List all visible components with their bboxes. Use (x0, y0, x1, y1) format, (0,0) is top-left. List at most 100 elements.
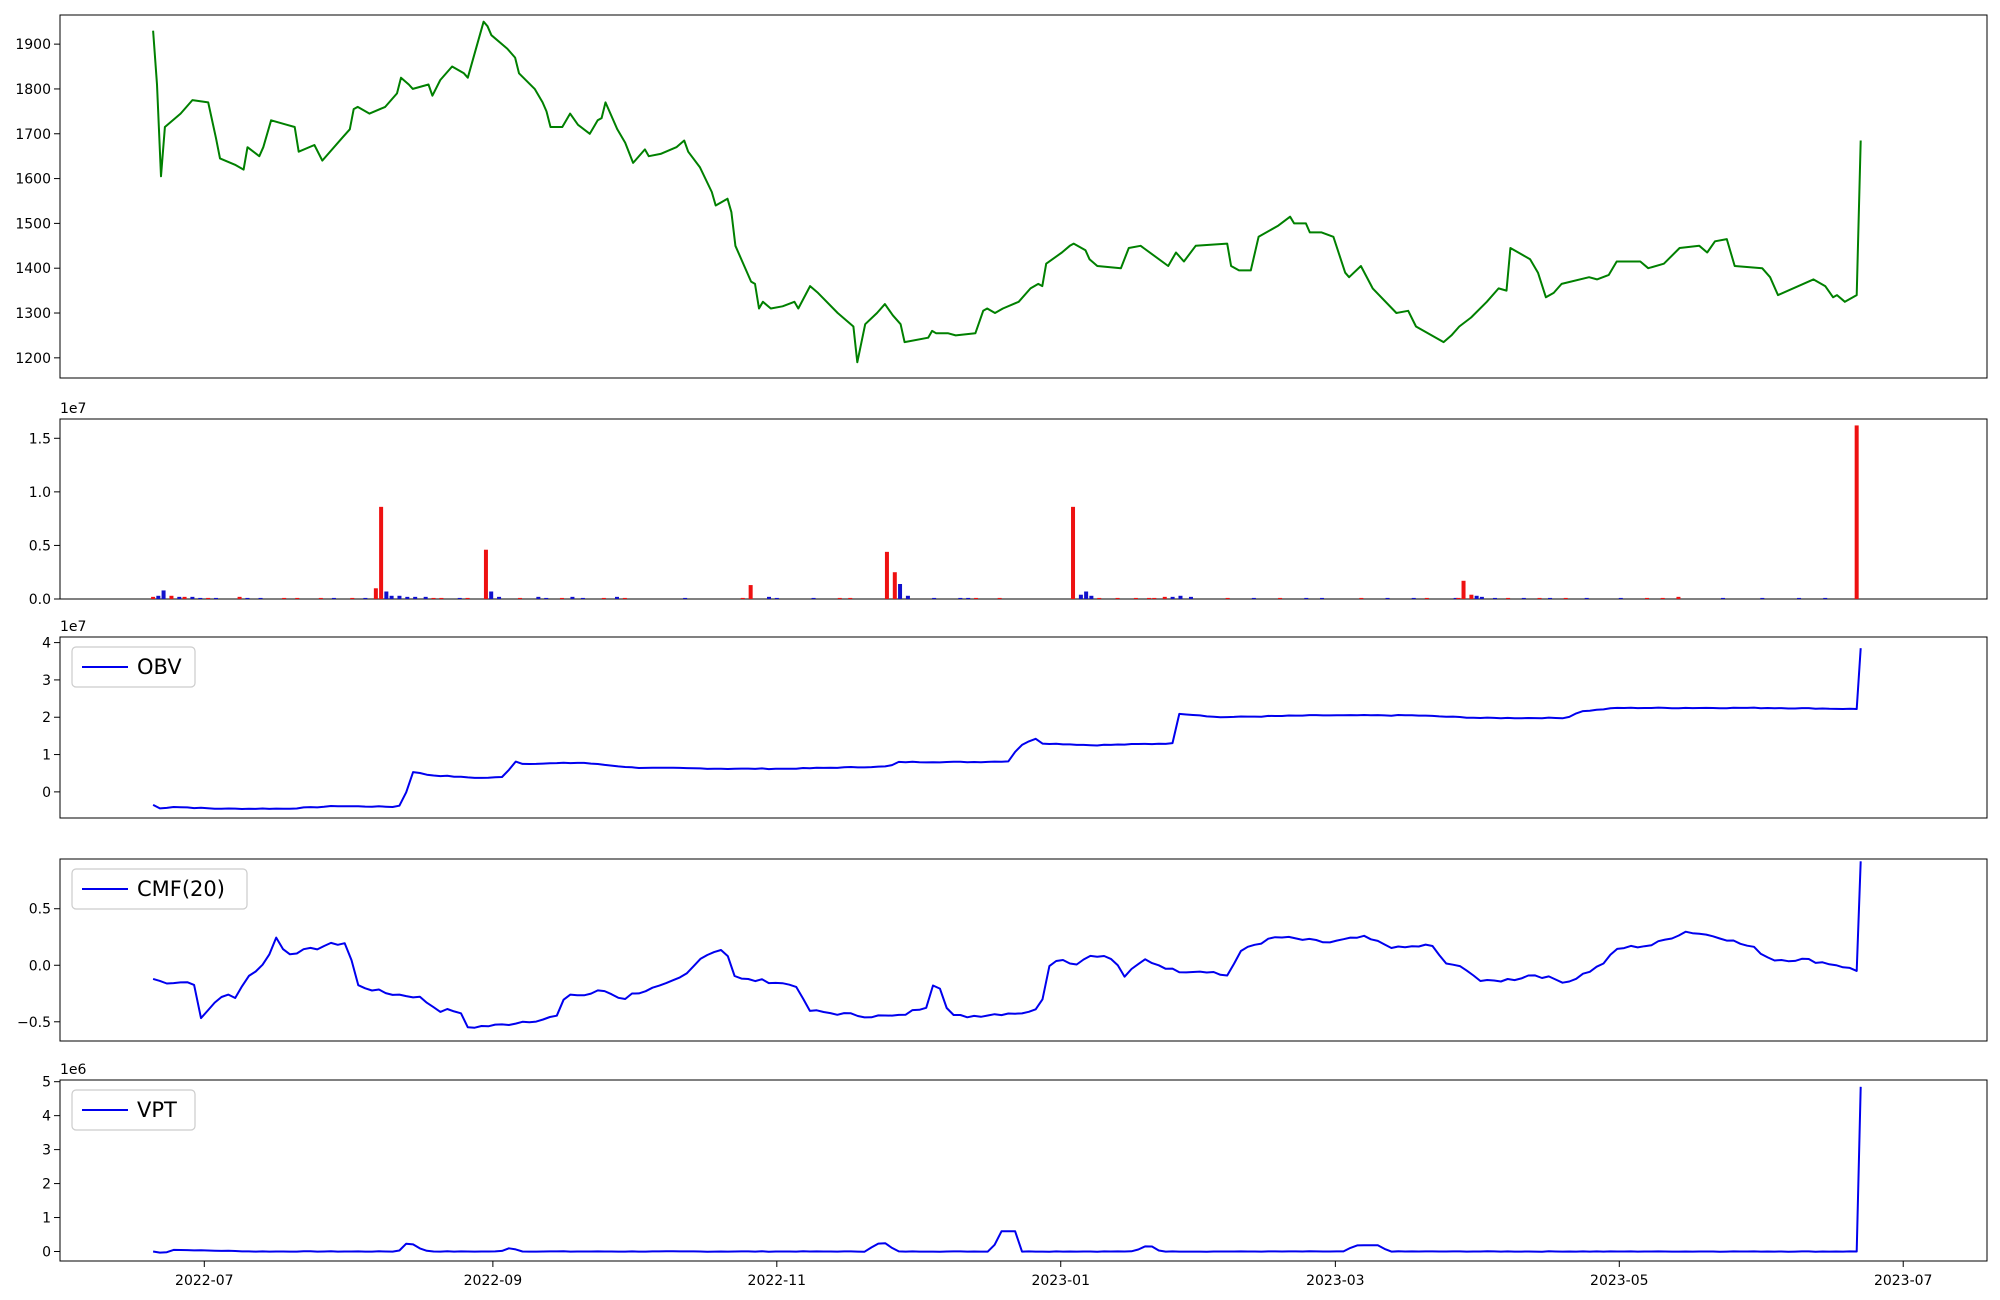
vpt-ytick-label: 5 (42, 1075, 51, 1091)
price-ytick-label: 1700 (15, 127, 51, 143)
vpt-ytick-label: 4 (42, 1109, 51, 1125)
volume-bar (1304, 597, 1309, 599)
volume-bar (1278, 597, 1283, 599)
price-ytick-label: 1500 (15, 216, 51, 232)
volume-bar (206, 597, 211, 599)
volume-bar (1760, 597, 1765, 599)
volume-bar (161, 590, 166, 599)
vpt-legend-box (71, 1089, 196, 1131)
volume-bar (1411, 597, 1416, 599)
volume-bar (622, 597, 627, 599)
x-tick-label: 2022-09 (464, 1273, 523, 1289)
volume-bar (156, 595, 161, 599)
price-frame (59, 14, 1988, 379)
volume-bar (570, 596, 575, 599)
obv-legend-label: OBV (137, 655, 182, 679)
x-tick-label: 2022-07 (175, 1273, 234, 1289)
obv-ytick-label: 4 (42, 636, 51, 652)
vpt-frame (59, 1079, 1988, 1262)
volume-bar (198, 597, 203, 599)
volume-bar (1178, 595, 1183, 599)
volume-bar (384, 591, 389, 599)
volume-bar (932, 597, 937, 599)
price-panel: 1200 1300 1400 1500 1600 1700 1800 1900 (15, 14, 1988, 379)
price-ytick-label: 1900 (15, 37, 51, 53)
volume-bar (282, 597, 287, 599)
x-tick-label: 2023-01 (1031, 1273, 1090, 1289)
volume-ytick-label: 1.5 (29, 431, 51, 447)
vpt-ytick-label: 3 (42, 1143, 51, 1159)
volume-bar (536, 596, 541, 599)
volume-bar (518, 597, 523, 599)
x-tick-label: 2022-11 (748, 1273, 807, 1289)
volume-bar (767, 596, 772, 599)
date-x-axis: 2022-07 2022-09 2022-11 2023-01 2023-03 2023-… (175, 1261, 1932, 1289)
volume-bar (1071, 506, 1076, 599)
volume-bar (1162, 596, 1167, 599)
volume-bar (1660, 597, 1665, 599)
price-line (152, 20, 1862, 364)
volume-bar (1618, 597, 1623, 599)
obv-ytick-label: 1 (42, 748, 51, 764)
volume-bar (397, 595, 402, 599)
vpt-ytick-label: 0 (42, 1244, 51, 1260)
volume-bar (1461, 580, 1466, 599)
vpt-line (152, 1086, 1862, 1254)
volume-bar (1152, 597, 1157, 599)
volume-bar (489, 591, 494, 599)
obv-line (152, 648, 1862, 810)
volume-offset-text: 1e7 (60, 401, 86, 417)
volume-bar (892, 572, 897, 599)
obv-frame (59, 636, 1988, 819)
cmf-20-line (152, 861, 1862, 1029)
volume-bar (295, 597, 300, 599)
volume-bar (811, 597, 816, 599)
price-ytick-label: 1600 (15, 172, 51, 188)
obv-offset-text: 1e7 (60, 619, 86, 635)
volume-bar (169, 595, 174, 599)
volume-bar (580, 597, 585, 599)
volume-bar (1170, 596, 1175, 599)
volume-bar (237, 596, 242, 599)
volume-bar (1521, 597, 1526, 599)
volume-bar (848, 597, 853, 599)
volume-ytick-label: 0.5 (29, 538, 51, 554)
volume-bar (1721, 597, 1726, 599)
volume-frame (59, 418, 1988, 600)
volume-bar (182, 596, 187, 599)
volume-bar (457, 597, 462, 599)
volume-bar (774, 597, 779, 599)
volume-bar (601, 597, 606, 599)
volume-ytick-label: 1.0 (29, 485, 51, 501)
x-tick-label: 2023-03 (1306, 1273, 1365, 1289)
volume-bar (1188, 596, 1193, 599)
volume-bar (544, 597, 549, 599)
volume-bar (559, 597, 564, 599)
price-ytick-label: 1300 (15, 306, 51, 322)
cmf-20-ytick-label: 0.0 (29, 958, 51, 974)
volume-bar (177, 596, 182, 599)
volume-bar (1424, 597, 1429, 599)
volume-bar (245, 597, 250, 599)
volume-bar (1797, 597, 1802, 599)
cmf-20-ytick-label: −0.5 (17, 1015, 51, 1031)
vpt-legend-label: VPT (137, 1098, 177, 1122)
volume-bar (497, 596, 502, 599)
price-ytick-label: 1800 (15, 82, 51, 98)
volume-bar (350, 597, 355, 599)
volume-bar (1115, 597, 1120, 599)
cmf-panel: −0.5 0.0 0.5 CMF(20) (17, 858, 1988, 1042)
volume-panel: 0.0 0.5 1.0 1.5 1e7 (29, 401, 1988, 608)
cmf-20-legend-box (71, 868, 248, 910)
volume-bar (748, 585, 753, 599)
volume-ytick-label: 0.0 (29, 592, 51, 608)
volume-bar (423, 596, 428, 599)
x-tick-label: 2023-07 (1874, 1273, 1933, 1289)
volume-bar (363, 597, 368, 599)
volume-bar (1084, 591, 1089, 599)
obv-ytick-label: 2 (42, 710, 51, 726)
volume-bar (1676, 596, 1681, 599)
volume-bar (1854, 425, 1859, 599)
volume-bar (431, 597, 436, 599)
